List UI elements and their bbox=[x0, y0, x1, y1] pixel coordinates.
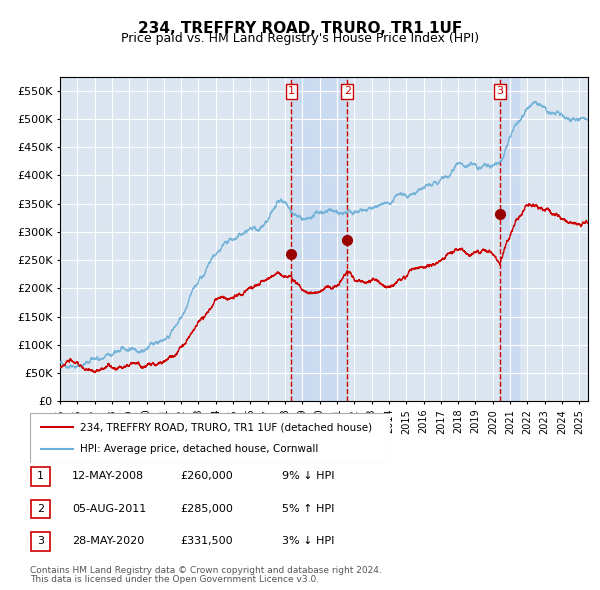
Text: 5% ↑ HPI: 5% ↑ HPI bbox=[282, 504, 334, 513]
Text: 12-MAY-2008: 12-MAY-2008 bbox=[72, 471, 144, 481]
Text: 3% ↓ HPI: 3% ↓ HPI bbox=[282, 536, 334, 546]
Text: 9% ↓ HPI: 9% ↓ HPI bbox=[282, 471, 335, 481]
FancyBboxPatch shape bbox=[31, 500, 50, 518]
Text: 1: 1 bbox=[37, 471, 44, 481]
Text: 2: 2 bbox=[37, 504, 44, 514]
Text: HPI: Average price, detached house, Cornwall: HPI: Average price, detached house, Corn… bbox=[80, 444, 319, 454]
FancyBboxPatch shape bbox=[31, 467, 50, 486]
Bar bbox=[291, 77, 347, 401]
Text: 28-MAY-2020: 28-MAY-2020 bbox=[72, 536, 144, 546]
Text: 3: 3 bbox=[37, 536, 44, 546]
Text: £260,000: £260,000 bbox=[180, 471, 233, 481]
Text: £285,000: £285,000 bbox=[180, 504, 233, 513]
FancyBboxPatch shape bbox=[30, 413, 390, 463]
Text: Contains HM Land Registry data © Crown copyright and database right 2024.: Contains HM Land Registry data © Crown c… bbox=[30, 566, 382, 575]
FancyBboxPatch shape bbox=[31, 532, 50, 550]
Bar bbox=[500, 77, 519, 401]
Text: 234, TREFFRY ROAD, TRURO, TR1 1UF: 234, TREFFRY ROAD, TRURO, TR1 1UF bbox=[138, 21, 462, 35]
Text: This data is licensed under the Open Government Licence v3.0.: This data is licensed under the Open Gov… bbox=[30, 575, 319, 584]
Text: £331,500: £331,500 bbox=[180, 536, 233, 546]
Text: 05-AUG-2011: 05-AUG-2011 bbox=[72, 504, 146, 513]
Text: Price paid vs. HM Land Registry's House Price Index (HPI): Price paid vs. HM Land Registry's House … bbox=[121, 32, 479, 45]
Text: 234, TREFFRY ROAD, TRURO, TR1 1UF (detached house): 234, TREFFRY ROAD, TRURO, TR1 1UF (detac… bbox=[80, 422, 373, 432]
Text: 1: 1 bbox=[288, 86, 295, 96]
Text: 2: 2 bbox=[344, 86, 351, 96]
Text: 3: 3 bbox=[496, 86, 503, 96]
